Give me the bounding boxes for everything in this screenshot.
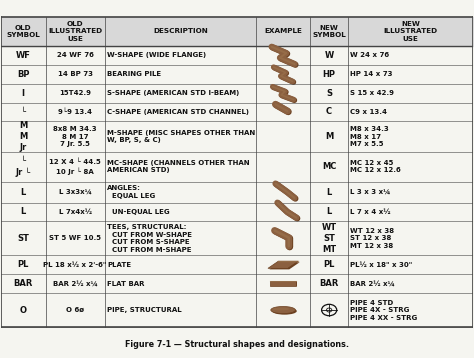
- Text: 15Τ42.9: 15Τ42.9: [59, 90, 91, 96]
- Text: L 3 x 3 x¼: L 3 x 3 x¼: [350, 189, 390, 195]
- Text: PL½ x 18" x 30": PL½ x 18" x 30": [350, 262, 412, 268]
- Text: O: O: [19, 305, 27, 315]
- Text: PL 18 x½ x 2'-6": PL 18 x½ x 2'-6": [44, 262, 107, 268]
- Text: ANGLES:
  EQUAL LEG: ANGLES: EQUAL LEG: [107, 185, 155, 199]
- Ellipse shape: [272, 308, 297, 315]
- Text: L 7x4x½: L 7x4x½: [59, 209, 91, 215]
- Text: WF: WF: [16, 51, 31, 60]
- Text: L 3x3x¼: L 3x3x¼: [59, 189, 91, 195]
- Text: Figure 7-1 — Structural shapes and designations.: Figure 7-1 — Structural shapes and desig…: [125, 340, 349, 349]
- Text: BAR: BAR: [319, 279, 339, 288]
- Text: L: L: [20, 188, 26, 197]
- Text: UN-EQUAL LEG: UN-EQUAL LEG: [107, 209, 170, 215]
- Text: PIPE, STRUCTURAL: PIPE, STRUCTURAL: [107, 307, 182, 313]
- Text: W: W: [325, 51, 334, 60]
- Text: 9└9 13.4: 9└9 13.4: [58, 109, 92, 115]
- Text: └
Jr └: └ Jr └: [16, 156, 31, 177]
- Text: MC: MC: [322, 162, 337, 171]
- Text: C-SHAPE (AMERICAN STD CHANNEL): C-SHAPE (AMERICAN STD CHANNEL): [107, 109, 249, 115]
- Text: S: S: [326, 89, 332, 98]
- Text: ST 5 WF 10.5: ST 5 WF 10.5: [49, 235, 101, 241]
- Text: WT 12 x 38
ST 12 x 38
MT 12 x 38: WT 12 x 38 ST 12 x 38 MT 12 x 38: [350, 228, 394, 249]
- Text: EXAMPLE: EXAMPLE: [264, 28, 302, 34]
- Text: OLD
ILLUSTRATED
USE: OLD ILLUSTRATED USE: [48, 21, 102, 42]
- Text: PL: PL: [323, 260, 335, 269]
- Text: S 15 x 42.9: S 15 x 42.9: [350, 90, 394, 96]
- Text: PIPE 4 STD
PIPE 4X - STRG
PIPE 4 XX - STRG: PIPE 4 STD PIPE 4X - STRG PIPE 4 XX - ST…: [350, 300, 417, 320]
- Text: HP: HP: [323, 70, 336, 79]
- Text: BAR 2½ x¼: BAR 2½ x¼: [53, 281, 98, 287]
- Text: 8x8 M 34.3
8 M 17
7 Jr. 5.5: 8x8 M 34.3 8 M 17 7 Jr. 5.5: [53, 126, 97, 147]
- Text: NEW
ILLUSTRATED
USE: NEW ILLUSTRATED USE: [383, 21, 438, 42]
- Polygon shape: [269, 262, 300, 269]
- Text: L: L: [327, 188, 332, 197]
- Text: └: └: [21, 107, 26, 116]
- Text: OLD
SYMBOL: OLD SYMBOL: [6, 25, 40, 38]
- Text: 14 BP 73: 14 BP 73: [58, 71, 92, 77]
- Text: MC 12 x 45
MC 12 x 12.6: MC 12 x 45 MC 12 x 12.6: [350, 160, 401, 173]
- Text: M8 x 34.3
M8 x 17
M7 x 5.5: M8 x 34.3 M8 x 17 M7 x 5.5: [350, 126, 389, 147]
- Text: BAR: BAR: [13, 279, 33, 288]
- Ellipse shape: [272, 308, 289, 310]
- Text: DESCRIPTION: DESCRIPTION: [153, 28, 208, 34]
- Text: O 6ø: O 6ø: [66, 307, 84, 313]
- Text: W 24 x 76: W 24 x 76: [350, 52, 389, 58]
- Polygon shape: [270, 281, 296, 286]
- Text: MC-SHAPE (CHANNELS OTHER THAN
AMERICAN STD): MC-SHAPE (CHANNELS OTHER THAN AMERICAN S…: [107, 160, 250, 173]
- Text: WT
ST
MT: WT ST MT: [321, 223, 337, 254]
- Text: W-SHAPE (WIDE FLANGE): W-SHAPE (WIDE FLANGE): [107, 52, 206, 58]
- Text: M
M
Jr: M M Jr: [19, 121, 27, 152]
- Text: C9 x 13.4: C9 x 13.4: [350, 109, 387, 115]
- Text: S-SHAPE (AMERICAN STD I-BEAM): S-SHAPE (AMERICAN STD I-BEAM): [107, 90, 239, 96]
- Text: M-SHAPE (MISC SHAPES OTHER THAN
W, BP, S, & C): M-SHAPE (MISC SHAPES OTHER THAN W, BP, S…: [107, 130, 255, 143]
- Text: 12 X 4 └ 44.5
10 Jr └ 8A: 12 X 4 └ 44.5 10 Jr └ 8A: [49, 159, 101, 175]
- Text: ST: ST: [17, 234, 29, 243]
- Polygon shape: [271, 282, 297, 286]
- Text: M: M: [325, 132, 333, 141]
- Text: L: L: [327, 207, 332, 217]
- Text: PLATE: PLATE: [107, 262, 131, 268]
- Text: BP: BP: [17, 70, 29, 79]
- Text: L 7 x 4 x½: L 7 x 4 x½: [350, 209, 391, 215]
- Text: I: I: [22, 89, 25, 98]
- Text: C: C: [326, 107, 332, 116]
- Text: HP 14 x 73: HP 14 x 73: [350, 71, 392, 77]
- Text: BEARING PILE: BEARING PILE: [107, 71, 161, 77]
- Text: TEES, STRUCTURAL:
  CUT FROM W-SHAPE
  CUT FROM S-SHAPE
  CUT FROM M-SHAPE: TEES, STRUCTURAL: CUT FROM W-SHAPE CUT F…: [107, 224, 192, 253]
- Text: L: L: [20, 207, 26, 217]
- Polygon shape: [268, 261, 298, 268]
- Ellipse shape: [271, 306, 295, 314]
- Text: FLAT BAR: FLAT BAR: [107, 281, 145, 287]
- Text: NEW
SYMBOL: NEW SYMBOL: [312, 25, 346, 38]
- Text: BAR 2½ x¼: BAR 2½ x¼: [350, 281, 395, 287]
- Text: PL: PL: [18, 260, 29, 269]
- Text: 24 WF 76: 24 WF 76: [57, 52, 93, 58]
